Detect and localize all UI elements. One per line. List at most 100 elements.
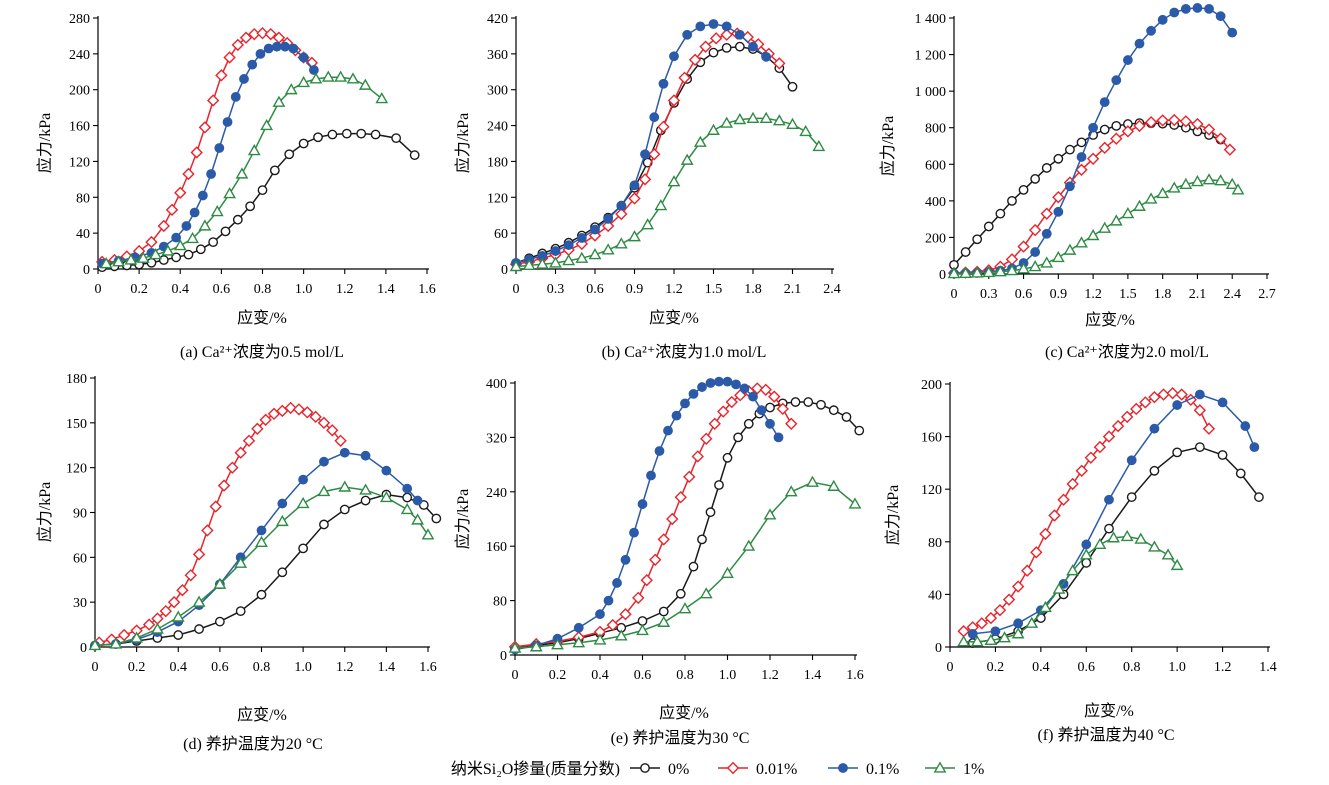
data-point <box>1051 250 1065 263</box>
caption-a: (a) Ca²⁺浓度为0.5 mol/L <box>180 343 344 361</box>
data-point <box>806 475 819 487</box>
data-point <box>165 203 179 217</box>
series-1% <box>509 111 826 272</box>
y-tick-label: 280 <box>69 12 90 27</box>
data-point <box>431 513 442 524</box>
data-point <box>721 42 732 53</box>
data-point <box>309 72 323 84</box>
data-point <box>358 78 372 90</box>
data-point <box>529 640 543 652</box>
data-point <box>1157 14 1168 25</box>
x-tick-label: 0.8 <box>254 282 272 297</box>
data-point <box>1039 527 1052 541</box>
chart-panel-c: 0 0.3 0.6 0.9 1.2 1.5 1.8 2.1 2.4 2.7 0 200 400 600 80… <box>878 3 1276 329</box>
data-point <box>381 465 392 476</box>
series-1% <box>947 173 1245 279</box>
data-point <box>88 638 102 651</box>
data-point <box>1005 264 1019 276</box>
data-point <box>174 186 187 199</box>
data-point <box>1099 124 1110 135</box>
x-axis-label: 应变/% <box>1084 701 1134 720</box>
data-point <box>359 483 372 495</box>
series-0.1% <box>97 41 319 269</box>
data-point <box>1052 191 1065 204</box>
data-point <box>356 128 367 139</box>
data-point <box>1144 116 1158 129</box>
data-point <box>693 135 707 147</box>
data-point <box>167 595 181 609</box>
data-point <box>680 398 690 409</box>
chart-panel-d: 0 0.2 0.4 0.6 0.8 1.0 1.2 1.4 1.6 0 30 60 90 120 150 18… <box>35 372 442 724</box>
series-line <box>515 23 767 264</box>
data-point <box>1065 144 1075 155</box>
data-point <box>1086 152 1100 165</box>
y-tick-label: 400 <box>486 377 507 392</box>
data-point <box>1126 492 1137 502</box>
x-tick-label: 1.0 <box>719 668 737 683</box>
data-point <box>223 187 237 199</box>
x-tick-label: 0 <box>92 660 99 675</box>
data-point <box>705 378 716 388</box>
data-point <box>1030 546 1043 559</box>
data-point <box>272 95 286 107</box>
data-point <box>742 539 756 551</box>
data-point <box>947 267 961 279</box>
chart-panel-e: 0 0.2 0.4 0.6 0.8 1.0 1.2 1.4 1.6 0 80 160 240 320 400… <box>453 376 865 722</box>
data-point <box>297 75 311 88</box>
data-point <box>1081 557 1092 568</box>
data-point <box>657 615 671 627</box>
series-1% <box>99 70 389 269</box>
data-point <box>284 149 295 160</box>
data-point <box>1214 174 1228 186</box>
x-tick-label: 0.2 <box>549 668 567 683</box>
data-point <box>1098 221 1112 233</box>
data-point <box>245 201 256 212</box>
data-point <box>1120 410 1134 424</box>
data-point <box>1076 137 1087 148</box>
data-point <box>960 247 971 257</box>
data-point <box>1202 123 1216 136</box>
y-tick-label: 60 <box>494 227 508 242</box>
y-tick-label: 90 <box>73 507 87 522</box>
legend-marker <box>726 761 740 775</box>
data-point <box>1148 390 1161 404</box>
x-axis-label: 应变/% <box>659 703 709 722</box>
data-point <box>1193 404 1207 417</box>
data-point <box>256 27 269 40</box>
data-point <box>765 418 775 429</box>
data-point <box>1066 564 1080 576</box>
data-point <box>734 41 745 52</box>
data-point <box>1192 3 1203 13</box>
data-point <box>595 609 605 620</box>
data-point <box>1109 214 1123 226</box>
data-point <box>194 624 204 634</box>
data-point <box>697 382 707 392</box>
data-point <box>1065 181 1075 192</box>
x-tick-label: 0.4 <box>1032 660 1050 675</box>
x-tick-label: 0 <box>947 660 954 675</box>
data-point <box>1040 207 1053 220</box>
y-tick-label: 150 <box>66 417 87 432</box>
data-point <box>563 240 574 250</box>
y-axis-label: 应力/kPa <box>453 489 472 549</box>
data-point <box>1025 616 1039 628</box>
data-point <box>197 190 208 201</box>
data-point <box>346 72 360 84</box>
data-point <box>646 470 656 481</box>
x-tick-label: 0.6 <box>1015 287 1033 302</box>
series-line <box>94 451 419 647</box>
data-point <box>1157 388 1170 401</box>
data-point <box>409 150 420 161</box>
data-point <box>1017 240 1030 253</box>
x-tick-label: 1.5 <box>705 282 723 297</box>
data-point <box>638 173 652 186</box>
data-point <box>722 452 733 463</box>
data-point <box>275 514 289 527</box>
caption-e: (e) 养护温度为30 °C <box>611 729 750 747</box>
data-point <box>667 175 681 187</box>
caption-c: (c) Ca²⁺浓度为2.0 mol/L <box>1045 343 1209 361</box>
y-tick-label: 400 <box>925 195 946 210</box>
data-point <box>641 218 655 230</box>
data-point <box>720 116 734 128</box>
data-point <box>746 111 760 124</box>
